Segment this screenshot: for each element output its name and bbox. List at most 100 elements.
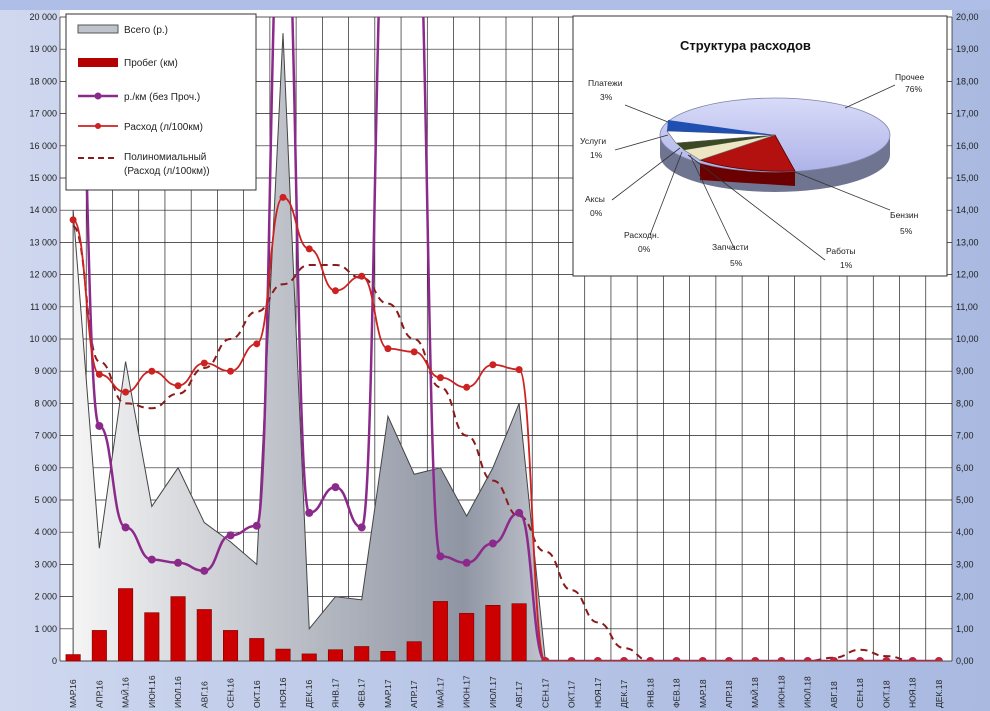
series-consumption-point [331,287,339,295]
legend-label-consumption: Расход (л/100км) [124,122,203,133]
bar-mileage [196,609,212,662]
series-rub-km-point [436,552,445,561]
pie-label-parts: Запчасти [712,242,749,252]
series-rub-km-point [147,555,156,564]
pie-pct-consumables: 0% [638,244,651,254]
x-axis: МАР.16 АПР.16 МАЙ.16 ИЮН.16 ИЮЛ.16 АВГ.16 СЕН.… [68,675,944,708]
bar-mileage [380,651,396,662]
y-left-tick-label: 11 000 [30,302,57,312]
x-tick-label: ДЕК.16 [304,680,314,708]
series-rub-km-point [95,421,104,430]
legend-label-mileage: Пробег (км) [124,57,178,69]
series-consumption-point [410,348,418,356]
series-rub-km-point [305,508,314,517]
series-consumption-point [122,388,130,396]
legend-label-trend-2: (Расход (л/100км)) [124,166,210,177]
series-rub-km-point [252,521,261,530]
pie-chart-panel: Структура расходов Прочее 76% Платежи 3%… [572,15,948,277]
y-right-tick-label: 11,00 [956,302,978,312]
series-consumption-point [673,657,681,661]
pie-pct-services: 1% [590,150,603,160]
y-right-tick-label: 14,00 [956,205,979,215]
x-tick-label: МАЙ.16 [120,677,131,708]
pie-slice-payments [667,120,775,135]
pie-pct-accessories: 0% [590,208,603,218]
y-left-tick-label: 5 000 [34,495,57,505]
bar-mileage [511,603,527,662]
series-consumption-point [699,657,707,661]
series-consumption-point [200,359,208,367]
series-consumption-point [227,367,235,375]
y-left-tick-label: 3 000 [34,559,57,569]
series-trend-line [72,225,939,661]
x-tick-label: АВГ.16 [199,681,209,708]
legend: Всего (р.) Пробег (км) р./км (без Проч.)… [65,13,257,191]
x-tick-label: ОКТ.17 [567,680,577,708]
x-tick-label: ИЮЛ.17 [488,676,498,708]
pie-slice-fuel [698,134,796,172]
y-left-tick-label: 6 000 [34,463,57,473]
y-left-tick-label: 8 000 [34,398,57,408]
pie-label-other: Прочее [895,72,925,82]
x-tick-label: ЯНВ.17 [330,678,340,708]
y-right-tick-label: 5,00 [956,495,974,505]
series-consumption-point [620,657,628,661]
series-consumption-point [646,657,654,661]
x-tick-label: ЯНВ.18 [645,678,655,708]
y-right-tick-label: 19,00 [956,44,979,54]
y-right-tick-label: 13,00 [956,237,979,247]
bar-mileage [432,601,448,662]
x-tick-label: ФЕВ.18 [672,678,682,708]
y-left-tick-label: 1 000 [34,624,57,634]
series-rub-km-point [462,558,471,567]
pie-chart-title: Структура расходов [680,38,811,53]
y-left-tick-label: 0 [52,656,57,666]
legend-box [65,13,257,191]
series-rub-km-point [488,539,497,548]
series-consumption-point [515,366,523,374]
x-tick-label: ИЮН.16 [147,675,157,708]
pie-pct-parts: 5% [730,258,743,268]
x-tick-label: АПР.18 [724,680,734,708]
x-tick-label: ИЮН.18 [776,675,786,708]
series-consumption-point [279,193,287,201]
series-rub-km-point [357,523,366,532]
legend-swatch-mileage [78,58,118,67]
x-tick-label: ДЕК.18 [934,680,944,708]
y-left-tick-label: 18 000 [29,76,57,86]
series-rub-km-point [226,531,235,540]
series-consumption-point [489,361,497,369]
legend-swatch-rub-km-marker [94,92,102,100]
x-tick-label: МАР.18 [698,679,708,708]
pie-leader-lines [611,84,896,261]
y-right-tick-label: 0,00 [956,656,974,666]
x-tick-label: МАР.17 [383,679,393,708]
x-tick-label: ОКТ.16 [252,680,262,708]
x-tick-label: НОЯ.17 [593,677,603,708]
y-left-tick-label: 15 000 [29,173,57,183]
bar-mileage [459,613,475,662]
x-tick-label: АПР.16 [94,680,104,708]
y-left-tick-label: 4 000 [34,527,57,537]
y-left-tick-label: 12 000 [29,270,57,280]
y-left-tick-label: 10 000 [29,334,57,344]
y-right-tick-label: 6,00 [956,463,974,473]
series-consumption-point [541,657,549,661]
series-consumption-point [384,345,392,353]
legend-label-rub-km: р./км (без Проч.) [124,91,200,103]
series-consumption-point [882,657,890,661]
series-consumption-line [72,196,939,661]
x-tick-label: СЕН.16 [226,678,236,708]
chart-root: 20 000 19 000 18 000 17 000 16 000 15 000 14 0… [29,10,979,708]
legend-label-total: Всего (р.) [124,25,168,36]
x-tick-label: НОЯ.18 [908,677,918,708]
bar-mileage [144,612,160,662]
y-left-tick-label: 16 000 [29,141,57,151]
x-tick-label: ФЕВ.17 [357,678,367,708]
y-right-tick-label: 2,00 [956,592,974,602]
pie-label-accessories: Аксы [585,194,605,204]
y-axis-left: 20 000 19 000 18 000 17 000 16 000 15 000 14 0… [29,12,57,666]
bar-mileage [406,641,422,662]
series-consumption-point [148,367,156,375]
x-tick-label: ИЮН.17 [462,675,472,708]
